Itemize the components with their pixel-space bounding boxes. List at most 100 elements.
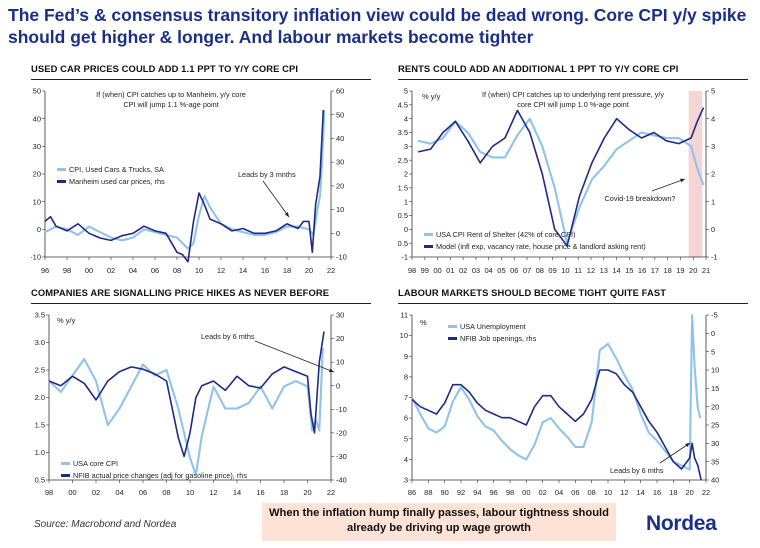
annotation-arrow — [651, 178, 686, 192]
y-right-tick-label: 2 — [711, 170, 715, 179]
panel-price-hikes: COMPANIES ARE SIGNALLING PRICE HIKES AS … — [31, 287, 371, 502]
y-left-tick-label: 3 — [404, 476, 408, 485]
panel-title: COMPANIES ARE SIGNALLING PRICE HIKES AS … — [31, 287, 371, 304]
chart-rents: 98 99 00 01 02 03 04 05 06 07 08 09 10 11 12 13 14 15 16 17… — [398, 87, 718, 275]
y-right-tick-label: -1 — [711, 253, 718, 262]
callout-box: When the inflation hump finally passes, … — [262, 503, 616, 541]
y-right-tick-label: 20 — [711, 402, 719, 411]
y-right-tick-label: 30 — [336, 311, 344, 320]
y-left-tick-label: 6 — [404, 414, 408, 423]
x-tick-label: 18 — [669, 488, 677, 497]
annotation-text: Covid-19 breakdown? — [605, 194, 676, 203]
y-left-tick-label: 10 — [33, 197, 41, 206]
x-tick-label: 96 — [41, 266, 49, 275]
x-tick-label: 20 — [303, 488, 311, 497]
y-left-tick-label: 5 — [404, 434, 408, 443]
x-tick-label: 12 — [209, 488, 217, 497]
y-right-tick-label: -40 — [336, 476, 347, 485]
panel-title: LABOUR MARKETS SHOULD BECOME TIGHT QUITE… — [398, 287, 748, 304]
x-tick-label: 02 — [92, 488, 100, 497]
y-right-tick-label: -5 — [711, 311, 718, 320]
y-left-tick-label: 2 — [404, 170, 408, 179]
x-tick-label: 86 — [408, 488, 416, 497]
panel-title: USED CAR PRICES COULD ADD 1.1 PPT TO Y/Y… — [31, 63, 371, 80]
annotation-text: Leads by 3 mnths — [238, 170, 296, 179]
annotation-line: If (when) CPI catches up to Manheim, y/y… — [96, 90, 246, 99]
x-tick-label: 09 — [548, 266, 556, 275]
annotation-text: If (when) CPI catches up to Manheim, y/y… — [96, 90, 246, 109]
y-right-tick-label: 5 — [711, 347, 715, 356]
y-left-tick-label: 2.5 — [35, 366, 45, 375]
x-tick-label: 90 — [440, 488, 448, 497]
covid-shade — [688, 91, 703, 257]
y-left-tick-label: 2.0 — [35, 393, 45, 402]
x-tick-label: 08 — [536, 266, 544, 275]
x-tick-label: 18 — [283, 266, 291, 275]
y-left-tick-label: 4 — [404, 455, 408, 464]
x-tick-label: 06 — [139, 488, 147, 497]
y-right-tick-label: 3 — [711, 142, 715, 151]
y-right-tick-label: 10 — [336, 205, 344, 214]
chart-used-cars: 96 98 00 02 04 06 08 10 12 14 16 18 20 22 50 40 30 20 10 0 -… — [31, 87, 347, 275]
y-left-tick-label: 4 — [404, 114, 408, 123]
panel-rents: RENTS COULD ADD AN ADDITIONAL 1 PPT TO Y… — [398, 63, 748, 281]
unit-label: % y/y — [422, 92, 441, 101]
x-tick-label: 18 — [663, 266, 671, 275]
x-tick-label: 06 — [151, 266, 159, 275]
y-right-tick-label: 30 — [711, 439, 719, 448]
x-tick-label: 00 — [433, 266, 441, 275]
panel-title: RENTS COULD ADD AN ADDITIONAL 1 PPT TO Y… — [398, 63, 748, 80]
y-left-tick-label: 3.5 — [35, 311, 45, 320]
x-tick-label: 14 — [636, 488, 644, 497]
x-tick-label: 92 — [457, 488, 465, 497]
arrow-head — [284, 212, 289, 217]
x-tick-label: 16 — [261, 266, 269, 275]
x-tick-label: 14 — [239, 266, 247, 275]
x-tick-label: 16 — [256, 488, 264, 497]
y-left-tick-label: 20 — [33, 170, 41, 179]
y-right-tick-label: 30 — [336, 158, 344, 167]
x-tick-label: 10 — [195, 266, 203, 275]
unit-label: % y/y — [57, 316, 76, 325]
y-right-tick-label: 0 — [336, 229, 340, 238]
x-tick-label: 22 — [327, 488, 335, 497]
y-left-tick-label: 1.5 — [398, 183, 408, 192]
x-tick-label: 94 — [473, 488, 481, 497]
x-tick-label: 00 — [85, 266, 93, 275]
y-left-tick-label: 0 — [404, 225, 408, 234]
y-left-tick-label: 0 — [37, 225, 41, 234]
headline: The Fed’s & consensus transitory inflati… — [8, 5, 747, 47]
x-tick-label: 16 — [653, 488, 661, 497]
x-tick-label: 02 — [107, 266, 115, 275]
y-left-tick-label: 50 — [33, 87, 41, 96]
legend-label: CPI, Used Cars & Trucks, SA — [69, 165, 164, 174]
x-tick-label: 14 — [612, 266, 620, 275]
x-tick-label: 22 — [702, 488, 710, 497]
annotation-text: Leads by 6 mths — [201, 332, 255, 341]
annotation-arrow — [262, 180, 290, 218]
x-tick-label: 14 — [233, 488, 241, 497]
series-line-light — [44, 110, 326, 250]
y-left-tick-label: 30 — [33, 142, 41, 151]
x-tick-label: 15 — [625, 266, 633, 275]
x-tick-label: 20 — [685, 488, 693, 497]
x-tick-label: 19 — [676, 266, 684, 275]
y-right-tick-label: 50 — [336, 110, 344, 119]
source-note: Source: Macrobond and Nordea — [34, 519, 177, 530]
y-right-tick-label: -10 — [336, 405, 347, 414]
x-tick-label: 04 — [485, 266, 493, 275]
y-right-tick-label: -10 — [336, 253, 347, 262]
annotation-text: Leads by 6 mths — [610, 466, 664, 475]
y-right-tick-label: 40 — [711, 476, 719, 485]
x-tick-label: 08 — [173, 266, 181, 275]
y-right-tick-label: 20 — [336, 334, 344, 343]
x-tick-label: 04 — [129, 266, 137, 275]
x-tick-label: 00 — [68, 488, 76, 497]
y-left-tick-label: 1 — [404, 197, 408, 206]
series-line-light — [48, 347, 324, 476]
x-tick-label: 20 — [305, 266, 313, 275]
x-tick-label: 02 — [538, 488, 546, 497]
y-left-tick-label: 9 — [404, 352, 408, 361]
y-right-tick-label: 1 — [711, 197, 715, 206]
panel-labour: LABOUR MARKETS SHOULD BECOME TIGHT QUITE… — [398, 287, 748, 502]
